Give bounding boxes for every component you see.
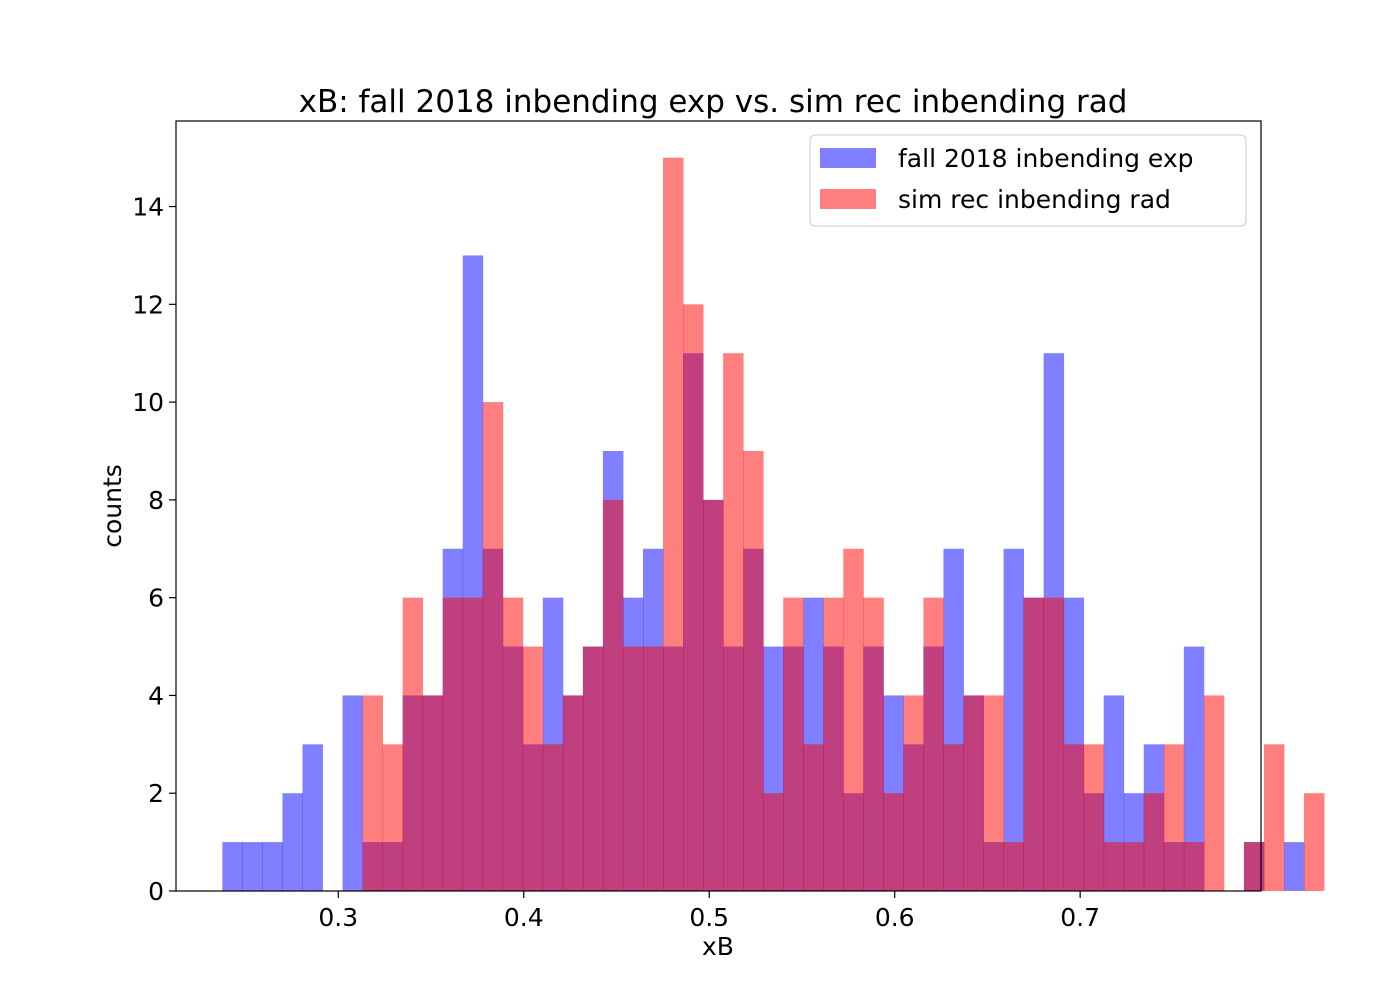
bar-sim-rec-bin-25	[723, 353, 744, 892]
bar-sim-rec-bin-16	[542, 744, 564, 891]
bar-sim-rec-bin-37	[963, 695, 984, 891]
bar-fall-2018-bin-3	[282, 793, 303, 891]
bar-sim-rec-bin-23	[683, 304, 704, 892]
bar-sim-rec-bin-28	[783, 597, 804, 891]
bar-sim-rec-bin-31	[843, 548, 864, 891]
x-tick-label: 0.5	[689, 903, 729, 932]
axes-frame	[175, 120, 1262, 892]
bar-sim-rec-bin-7	[362, 695, 384, 891]
bar-fall-2018-bin-39	[1003, 548, 1024, 891]
bar-fall-2018-bin-4	[302, 744, 323, 891]
bar-sim-rec-bin-17	[562, 695, 584, 891]
bar-sim-rec-bin-51	[1243, 842, 1265, 891]
y-tick-label: 12	[132, 290, 164, 319]
bar-fall-2018-bin-1	[242, 842, 263, 891]
bar-sim-rec-bin-10	[422, 695, 444, 891]
bar-sim-rec-bin-33	[883, 793, 904, 891]
legend-swatch-sim-rec	[820, 189, 876, 209]
bar-sim-rec-bin-49	[1203, 695, 1225, 891]
bar-sim-rec-bin-18	[582, 646, 604, 891]
x-tick-label: 0.3	[318, 903, 358, 932]
bar-fall-2018-bin-2	[262, 842, 283, 891]
y-axis-label: counts	[98, 464, 127, 548]
legend-swatch-fall-2018	[820, 148, 876, 168]
legend-box	[809, 134, 1247, 227]
chart-title: xB: fall 2018 inbending exp vs. sim rec …	[299, 84, 1128, 120]
bar-fall-2018-bin-6	[342, 695, 363, 891]
plot-area: 0.3 0.4 0.5 0.6 0.7 0 2 4 6 8 10 12 14	[132, 120, 1325, 932]
y-tick-label: 6	[148, 584, 164, 613]
bar-fall-2018-bin-0	[222, 842, 243, 891]
legend-label-fall-2018: fall 2018 inbending exp	[898, 144, 1194, 173]
bar-sim-rec-bin-47	[1163, 744, 1185, 891]
y-tick-label: 8	[148, 486, 164, 515]
bar-fall-2018-bin-48	[1183, 646, 1205, 891]
bar-sim-rec-bin-38	[983, 695, 1004, 891]
bar-sim-rec-bin-26	[743, 451, 764, 891]
bar-sim-rec-bin-52	[1263, 744, 1285, 891]
bar-fall-2018-bin-53	[1284, 842, 1305, 891]
bar-sim-rec-bin-45	[1123, 842, 1145, 891]
legend-label-sim-rec: sim rec inbending rad	[898, 185, 1171, 214]
bars-layer	[222, 157, 1325, 892]
bar-sim-rec-bin-42	[1063, 744, 1085, 891]
bar-sim-rec-bin-46	[1143, 793, 1165, 891]
x-tick-label: 0.6	[875, 903, 915, 932]
bar-sim-rec-bin-30	[823, 597, 844, 891]
bar-sim-rec-bin-13	[482, 402, 504, 891]
bar-sim-rec-bin-14	[502, 597, 524, 891]
bar-sim-rec-bin-40	[1023, 597, 1045, 891]
bar-sim-rec-bin-48	[1183, 842, 1205, 891]
y-tick-label: 0	[148, 877, 164, 906]
bar-sim-rec-bin-8	[382, 744, 404, 891]
bar-sim-rec-bin-29	[803, 744, 824, 891]
bar-sim-rec-bin-36	[943, 744, 964, 891]
bar-sim-rec-bin-41	[1043, 597, 1065, 891]
x-tick-label: 0.7	[1060, 903, 1100, 932]
bar-sim-rec-bin-19	[602, 499, 624, 891]
x-tick-label: 0.4	[504, 903, 544, 932]
y-tick-label: 2	[148, 779, 164, 808]
bar-sim-rec-bin-34	[903, 695, 924, 891]
bar-sim-rec-bin-21	[643, 646, 664, 891]
bar-sim-rec-bin-54	[1304, 793, 1325, 891]
bar-sim-rec-bin-35	[923, 597, 944, 891]
bar-sim-rec-bin-44	[1103, 842, 1125, 891]
bar-sim-rec-bin-11	[442, 597, 464, 891]
legend: fall 2018 inbending exp sim rec inbendin…	[809, 134, 1247, 227]
x-axis-label: xB	[702, 932, 734, 961]
y-tick-label: 10	[132, 388, 164, 417]
y-axis-ticks: 0 2 4 6 8 10 12 14	[132, 193, 176, 906]
bar-sim-rec-bin-39	[1003, 842, 1024, 891]
x-axis-ticks: 0.3 0.4 0.5 0.6 0.7	[318, 891, 1100, 932]
bar-sim-rec-bin-12	[462, 597, 484, 891]
y-tick-label: 4	[148, 681, 164, 710]
y-tick-label: 14	[132, 193, 164, 222]
bar-sim-rec-bin-27	[763, 793, 784, 891]
bar-sim-rec-bin-9	[402, 597, 424, 891]
bar-sim-rec-bin-32	[863, 597, 884, 891]
bar-sim-rec-bin-22	[663, 157, 684, 892]
bar-sim-rec-bin-43	[1083, 744, 1105, 891]
bar-sim-rec-bin-24	[703, 499, 724, 891]
bar-sim-rec-bin-20	[622, 646, 644, 891]
bar-sim-rec-bin-15	[522, 646, 544, 891]
